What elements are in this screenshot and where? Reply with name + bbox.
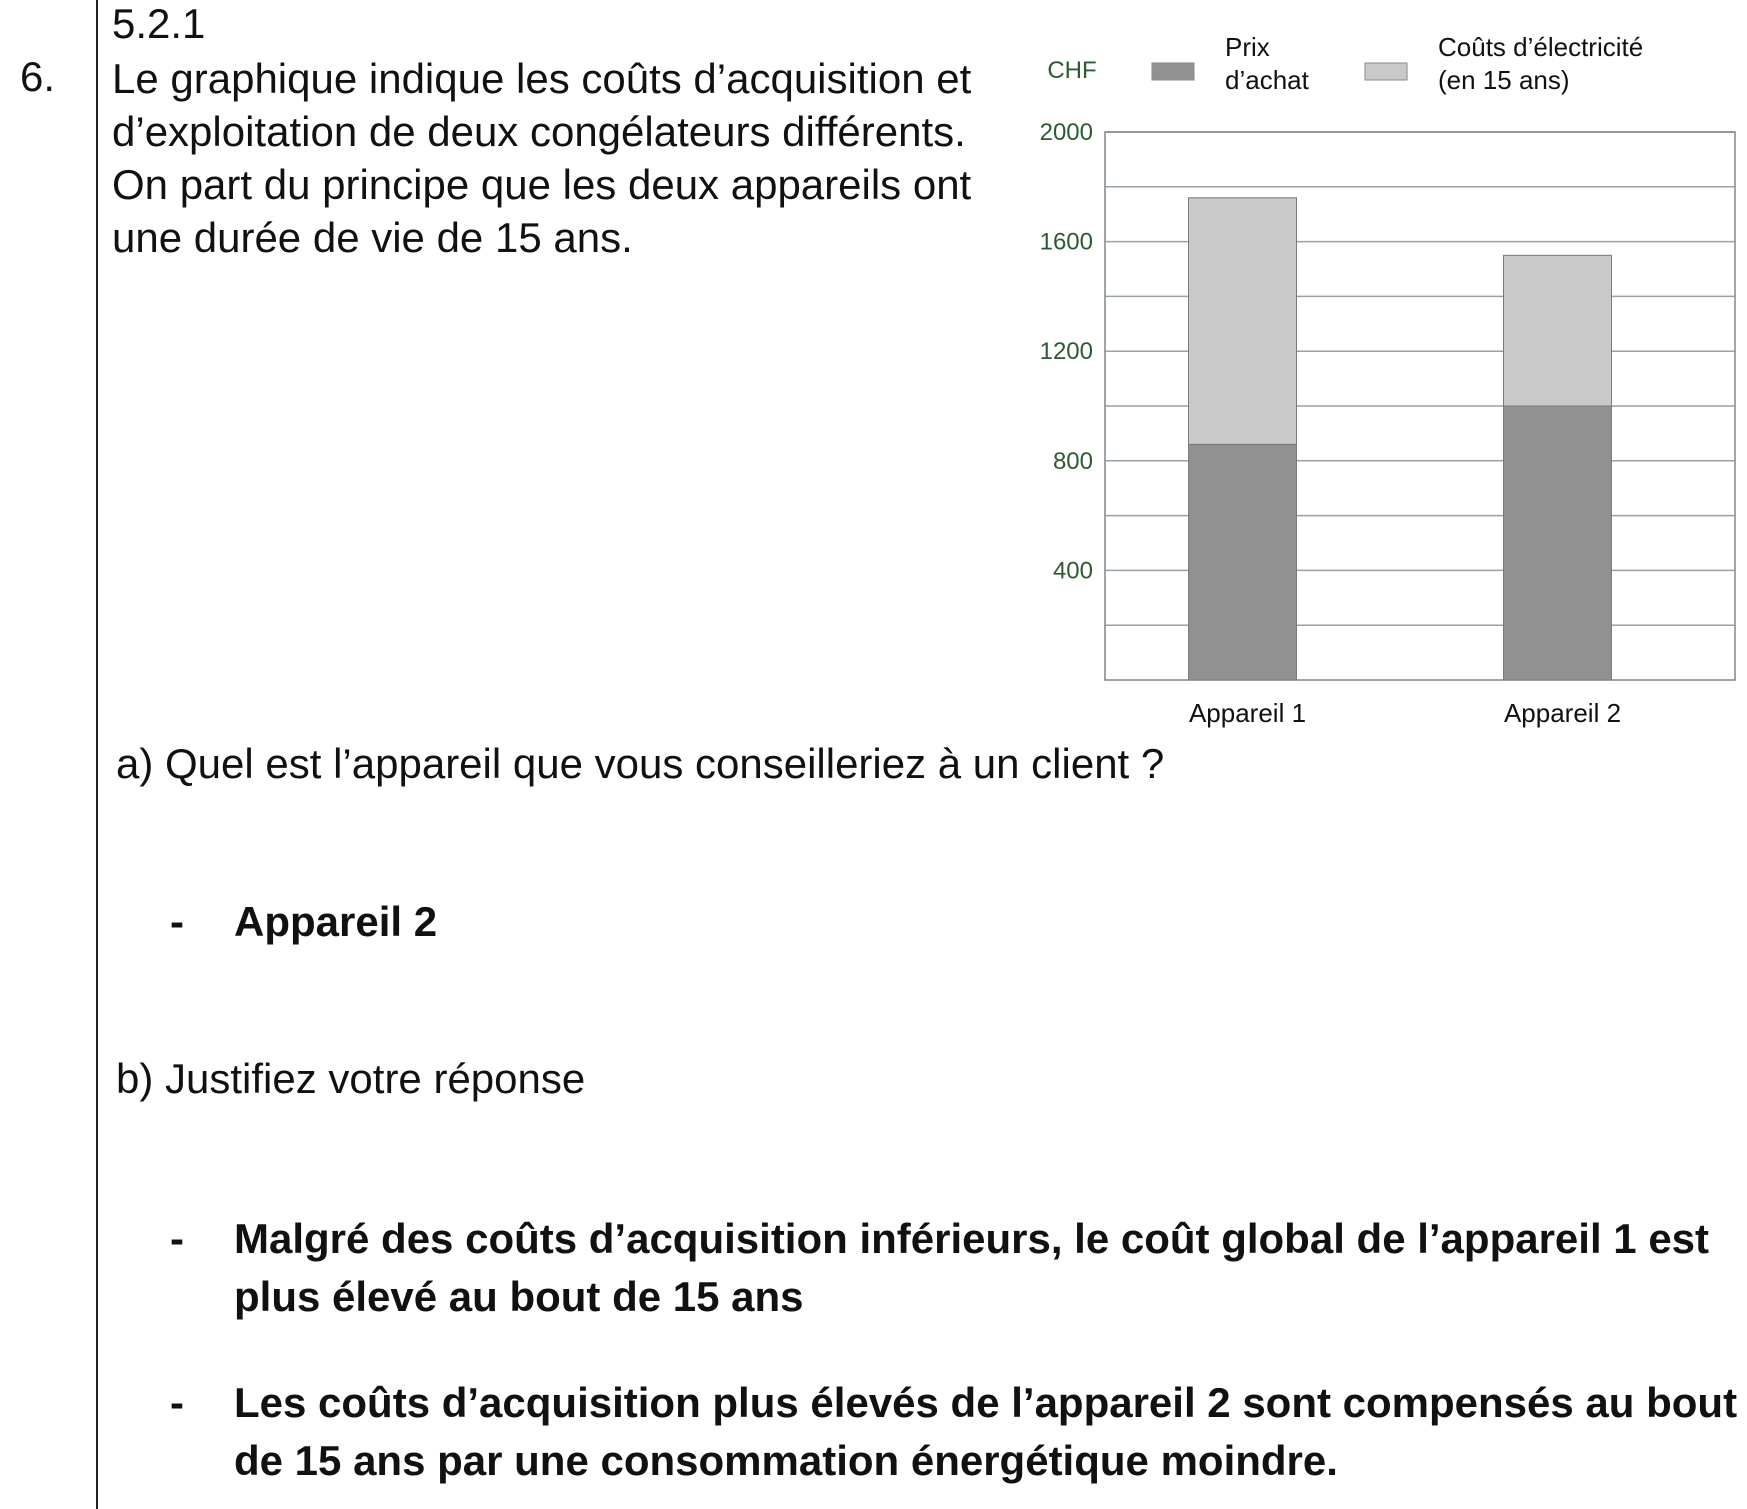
legend-label: Coûts d’électricité [1438, 32, 1643, 62]
answer-a-dash: - [170, 898, 184, 945]
y-tick-label: 2000 [1040, 119, 1093, 146]
bar-segment [1188, 443, 1297, 681]
question-b-text: Justifiez votre réponse [165, 1055, 586, 1102]
plot-frame [1104, 131, 1736, 681]
intro-paragraph-2: On part du principe que les deux apparei… [112, 161, 972, 261]
stacked-bar-chart: 400 800 1200 1600 2000 CHF Appareil 1 Appareil … [1040, 32, 1736, 728]
bar-segment [1503, 405, 1612, 681]
y-axis-label: CHF [1047, 57, 1096, 84]
legend-swatch [1364, 62, 1408, 81]
question-b-prompt: b) Justifiez votre réponse [116, 1055, 585, 1103]
intro-paragraph-1: Le graphique indique les coûts d’acquisi… [112, 55, 972, 155]
answer-a-text: Appareil 2 [234, 898, 438, 945]
x-tick-label: Appareil 1 [1189, 698, 1306, 728]
bar-segment [1503, 254, 1612, 407]
question-a-prompt: a) Quel est l’appareil que vous conseill… [116, 740, 1165, 787]
answer-b-1-text: Malgré des coûts d’acquisition inférieur… [234, 1215, 1710, 1320]
section-reference: 5.2.1 [112, 0, 206, 47]
y-tick-label: 800 [1053, 448, 1093, 475]
cost-chart: 400 800 1200 1600 2000 CHF Appareil 1 Appareil … [1020, 20, 1740, 740]
y-tick-label: 1600 [1040, 229, 1093, 256]
legend-label: d’achat [1225, 65, 1310, 95]
answer-b-1: - Malgré des coûts d’acquisition inférie… [170, 1210, 1740, 1326]
answer-b-2: - Les coûts d’acquisition plus élevés de… [170, 1374, 1740, 1490]
answer-a: - Appareil 2 [170, 893, 1740, 951]
y-tick-label: 400 [1053, 557, 1093, 584]
x-tick-label: Appareil 2 [1504, 698, 1621, 728]
question-b-label: b) [116, 1055, 154, 1102]
y-tick-label: 1200 [1040, 338, 1093, 365]
answer-b-2-dash: - [170, 1379, 184, 1426]
answer-b-2-text: Les coûts d’acquisition plus élevés de l… [234, 1379, 1738, 1484]
legend-label: Prix [1225, 32, 1270, 62]
question-number: 6. [20, 53, 56, 100]
answer-b-1-dash: - [170, 1215, 184, 1262]
margin-rule [96, 0, 98, 1509]
bar-segment [1188, 197, 1297, 445]
legend-label: (en 15 ans) [1438, 65, 1570, 95]
legend-swatch [1151, 62, 1195, 81]
question-intro: Le graphique indique les coûts d’acquisi… [112, 52, 1012, 264]
